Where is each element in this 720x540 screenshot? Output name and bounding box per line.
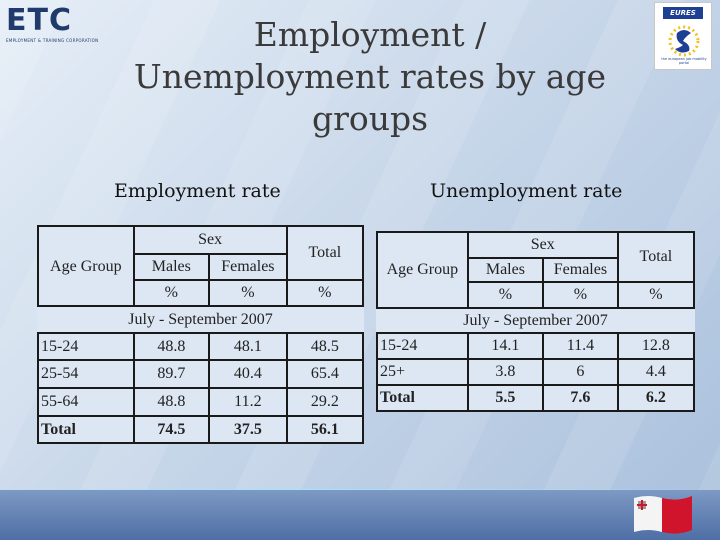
unit-females: % <box>208 279 288 307</box>
table-corner <box>37 225 135 254</box>
males-cell: 89.7 <box>132 359 211 389</box>
unit-total: % <box>285 279 365 307</box>
age-group-header: Age Group <box>376 258 469 282</box>
males-cell: 48.8 <box>132 387 211 417</box>
total-row: Total 74.5 37.5 56.1 <box>37 415 365 444</box>
females-cell: 48.1 <box>208 332 288 361</box>
total-cell: 6.2 <box>616 384 696 412</box>
etc-logo-text: ETC <box>6 3 72 38</box>
unit-males: % <box>466 281 545 309</box>
age-cell: 25-54 <box>37 359 135 389</box>
unit-blank <box>37 280 135 307</box>
total-row: Total 5.5 7.6 6.2 <box>376 384 696 412</box>
males-cell: 14.1 <box>466 332 545 360</box>
title-line-3: groups <box>311 99 429 138</box>
eures-logo: EURES the european job mobility portal <box>654 2 712 70</box>
unit-females: % <box>542 281 619 309</box>
total-cell: 56.1 <box>285 415 365 444</box>
total-cell: 4.4 <box>616 358 696 386</box>
eures-logo-text: EURES <box>663 7 703 19</box>
page-title: Employment / Unemployment rates by age g… <box>100 14 640 140</box>
table-row: 25-54 89.7 40.4 65.4 <box>37 359 365 389</box>
table-row: 15-24 14.1 11.4 12.8 <box>376 332 696 360</box>
age-cell: 55-64 <box>37 387 135 417</box>
males-header: Males <box>132 253 211 281</box>
total-header: Total <box>285 225 365 281</box>
sex-header: Sex <box>466 231 619 259</box>
total-cell: 29.2 <box>285 387 365 417</box>
males-cell: 74.5 <box>132 415 211 444</box>
sex-header: Sex <box>132 225 288 255</box>
employment-table: Sex Total Age Group Males Females % % % … <box>37 225 365 444</box>
unit-males: % <box>132 279 211 307</box>
males-cell: 48.8 <box>132 332 211 361</box>
employment-subtitle: Employment rate <box>114 180 281 202</box>
age-group-header: Age Group <box>37 254 135 280</box>
males-cell: 3.8 <box>466 358 545 386</box>
total-cell: 48.5 <box>285 332 365 361</box>
unit-blank <box>376 282 469 309</box>
title-line-1: Employment / <box>253 15 487 54</box>
table-row: 25+ 3.8 6 4.4 <box>376 358 696 386</box>
unit-total: % <box>616 281 696 309</box>
females-cell: 6 <box>542 358 619 386</box>
period-label: July - September 2007 <box>377 307 694 334</box>
males-header: Males <box>466 257 545 283</box>
females-header: Females <box>542 257 619 283</box>
unemployment-table: Sex Total Age Group Males Females % % % … <box>376 231 696 412</box>
age-cell: 15-24 <box>376 332 469 360</box>
etc-logo: ETC EMPLOYMENT & TRAINING CORPORATION <box>6 4 102 50</box>
females-cell: 7.6 <box>542 384 619 412</box>
age-cell: 15-24 <box>37 332 135 361</box>
unemployment-subtitle: Unemployment rate <box>430 180 623 202</box>
males-cell: 5.5 <box>466 384 545 412</box>
total-cell: 65.4 <box>285 359 365 389</box>
eures-logo-icon <box>668 25 700 57</box>
table-row: 15-24 48.8 48.1 48.5 <box>37 332 365 361</box>
females-cell: 11.4 <box>542 332 619 360</box>
females-cell: 11.2 <box>208 387 288 417</box>
age-cell: Total <box>37 415 135 444</box>
total-header: Total <box>616 231 696 283</box>
title-line-2: Unemployment rates by age <box>133 57 607 96</box>
females-header: Females <box>208 253 288 281</box>
footer-band <box>0 490 720 540</box>
period-label: July - September 2007 <box>38 305 363 334</box>
eures-logo-tagline: the european job mobility portal <box>661 57 707 65</box>
age-cell: 25+ <box>376 358 469 386</box>
females-cell: 37.5 <box>208 415 288 444</box>
table-row: 55-64 48.8 11.2 29.2 <box>37 387 365 417</box>
females-cell: 40.4 <box>208 359 288 389</box>
age-cell: Total <box>376 384 469 412</box>
total-cell: 12.8 <box>616 332 696 360</box>
table-corner <box>376 231 469 258</box>
malta-flag-icon <box>634 496 692 534</box>
etc-logo-tagline: EMPLOYMENT & TRAINING CORPORATION <box>6 38 99 43</box>
